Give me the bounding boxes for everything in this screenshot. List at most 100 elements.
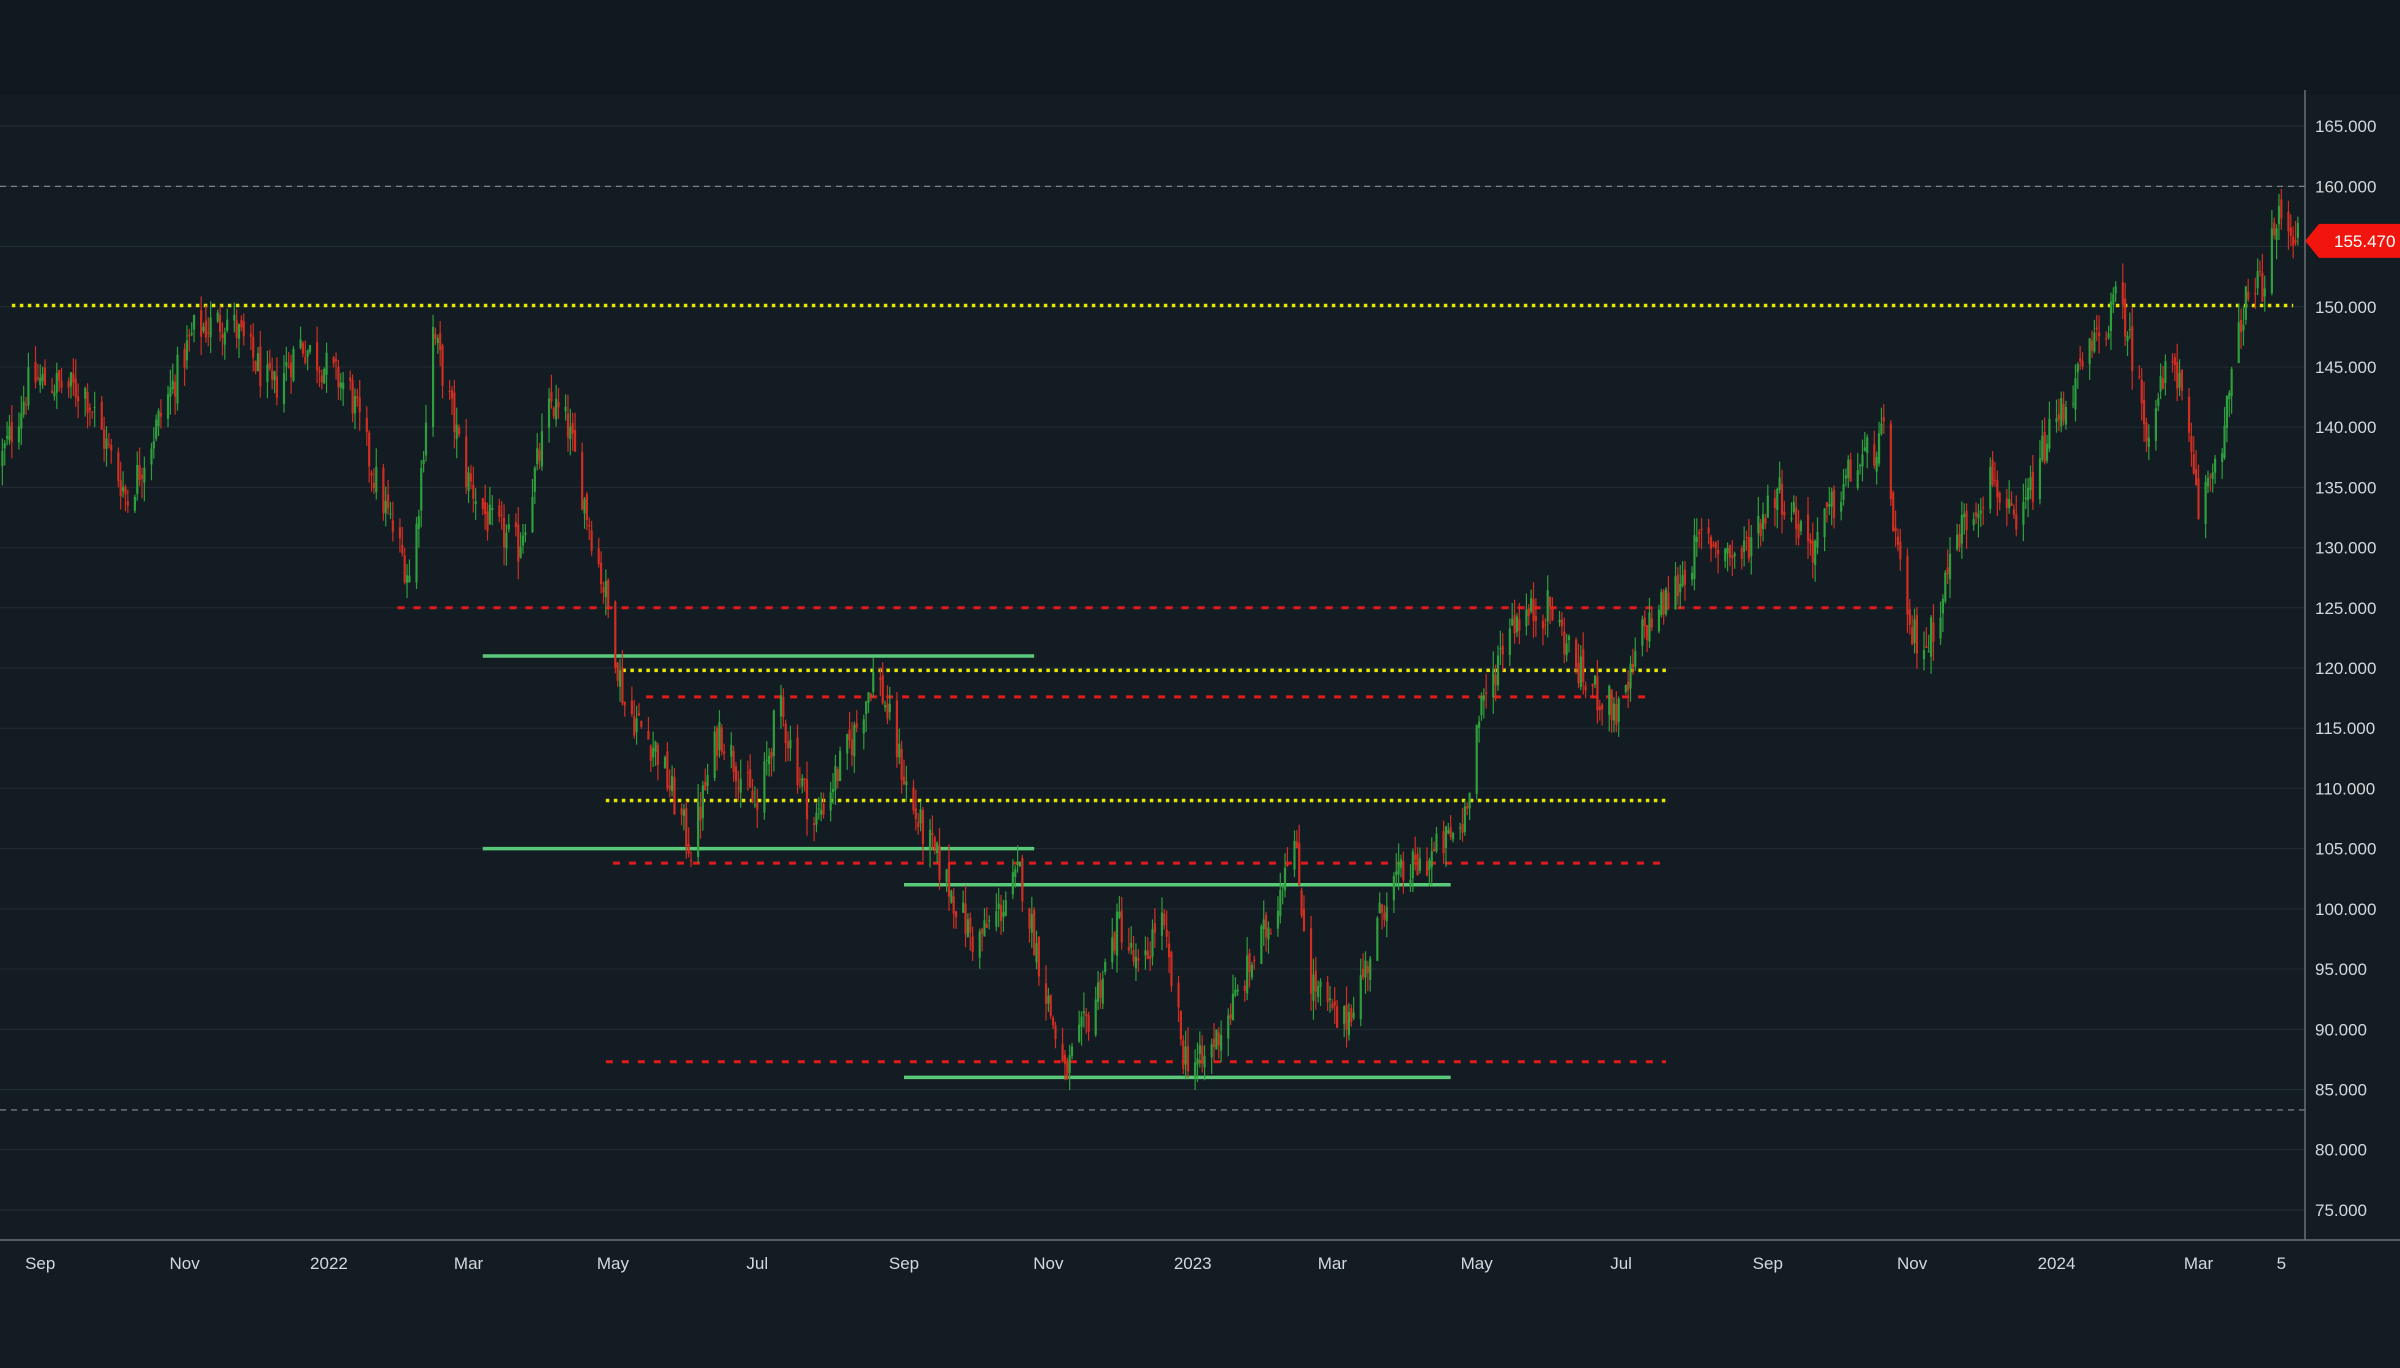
candle-body [403,555,406,583]
candle-body [431,326,435,428]
candle-body [1712,544,1715,547]
candle [798,767,801,789]
candle-body [921,810,925,845]
candle [1693,518,1696,591]
candle-body [455,424,458,439]
candle-body [1778,477,1781,490]
candle-body [254,361,257,372]
candle [1648,597,1651,648]
candle-body [1475,724,1478,794]
candle-body [2256,271,2259,289]
candle [1809,533,1812,556]
candle [1825,501,1829,523]
candle-body [820,810,823,815]
candle [22,385,25,418]
candle [533,465,536,505]
candle-body [185,340,189,361]
candle-body [1674,576,1677,610]
candle [905,765,908,802]
candle [2247,278,2250,302]
candle [349,370,352,391]
candle [1823,507,1826,552]
candle-body [2296,223,2300,239]
candle-body [1764,517,1767,524]
candle [223,327,226,360]
candle [1499,630,1502,666]
candle [2154,399,2158,451]
candle [1485,673,1488,709]
candle [540,413,544,471]
candle [734,762,738,798]
candle [249,324,252,350]
candle [1944,570,1947,604]
candle-body [798,779,801,781]
candle-body [1591,683,1594,687]
candle-body [306,350,309,357]
candle-body [1958,533,1961,548]
candle-body [266,364,269,383]
candle [1033,907,1036,956]
candle-body [1575,639,1578,668]
candle [1747,518,1750,563]
candle [334,352,338,380]
candle [1395,853,1398,886]
candle [1314,956,1317,1010]
candle-body [1624,684,1627,693]
candle-body [34,361,37,383]
candle [978,928,981,969]
candle [1430,837,1433,886]
candle [1724,547,1727,569]
candle-body [905,781,908,785]
candle [1650,607,1653,632]
candle-body [1227,1015,1230,1039]
candle [656,742,659,781]
candle [1929,614,1933,674]
candle [481,497,484,516]
candle [176,346,179,411]
candle [1681,560,1684,588]
candle [498,498,501,523]
candle [1565,633,1568,662]
candle-body [1380,904,1384,913]
candle [1385,892,1388,938]
candle-body [1646,625,1649,641]
candle [803,777,806,792]
candle-body [538,449,541,461]
candle-body [1333,1001,1336,1006]
candle [921,806,925,861]
candle-body [1151,929,1154,957]
candle [1880,407,1883,436]
candle [547,388,551,443]
candle [2038,440,2042,505]
x-tick-label: Mar [1318,1254,1348,1273]
candle [1530,589,1533,614]
candle [325,342,328,393]
candle-body [834,766,837,790]
candle-body [1816,532,1819,548]
candle-body [1511,618,1514,626]
candle-body [552,407,555,417]
candle [1002,899,1005,932]
candle [202,322,205,334]
candle [971,926,974,962]
candle-body [1776,488,1779,510]
candle-body [654,741,657,752]
candle [1144,936,1147,970]
candle-body [1828,504,1831,507]
candle [647,716,650,740]
candle [1392,872,1395,914]
candle-body [27,367,30,406]
candle-body [36,377,39,380]
candle-body [1113,932,1116,951]
candle-body [420,468,423,511]
candle [2206,470,2210,494]
candle-body [55,373,58,393]
candle [536,433,539,471]
candle-body [732,751,735,773]
candle-body [614,601,617,668]
candle [1231,974,1235,1021]
candle-body [1584,685,1587,691]
candle [256,347,260,372]
candle-body [150,448,153,465]
